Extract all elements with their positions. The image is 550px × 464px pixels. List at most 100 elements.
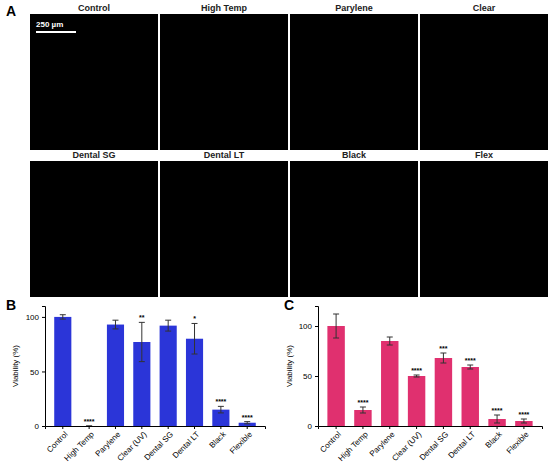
chart-panel: B***************050100ControlHigh TempPa… xyxy=(6,297,266,463)
tick: High Temp xyxy=(63,426,97,463)
bar xyxy=(327,326,344,426)
tick-mark xyxy=(362,426,363,429)
significance: **** xyxy=(242,414,253,421)
tick-mark xyxy=(42,371,45,372)
error-bar xyxy=(414,375,420,377)
error-bar-line xyxy=(115,320,116,329)
tick-mark xyxy=(89,426,90,429)
micrograph xyxy=(160,14,288,150)
tick-mark xyxy=(416,426,417,429)
error-bar-cap xyxy=(218,406,224,407)
tick: 100 xyxy=(26,313,45,322)
significance: **** xyxy=(84,418,95,425)
tick: Flexible xyxy=(228,426,254,456)
error-bar-line xyxy=(470,365,471,369)
tick-mark xyxy=(247,426,248,429)
error-bar-cap xyxy=(86,426,92,427)
micrograph xyxy=(30,14,158,150)
error-bar-cap xyxy=(494,423,500,424)
significance: **** xyxy=(215,398,226,405)
tick: 50 xyxy=(303,372,318,381)
image-label: Flex xyxy=(475,150,493,160)
error-bar xyxy=(521,419,527,423)
bar xyxy=(160,326,177,426)
tick-mark xyxy=(42,426,45,427)
tick-mark xyxy=(62,426,63,429)
scale-bar-label: 250 µm xyxy=(36,20,63,29)
error-bar-line xyxy=(220,406,221,413)
significance: **** xyxy=(411,367,422,374)
tick-label: Black xyxy=(207,429,228,450)
tick-label: Dental LT xyxy=(171,430,202,461)
error-bar xyxy=(440,353,446,363)
error-bar-line xyxy=(362,407,363,413)
tick-label: Black xyxy=(484,429,505,450)
micrograph xyxy=(420,14,548,150)
error-bar-cap xyxy=(112,328,118,329)
x-axis: ControlHigh TempParyleneClear (UV)Dental… xyxy=(45,426,266,463)
tick-mark xyxy=(194,426,195,429)
tick: 0 xyxy=(35,422,45,431)
tick-label: Dental SG xyxy=(143,430,175,462)
tick: Black xyxy=(484,426,505,450)
error-bar-cap xyxy=(360,413,366,414)
bar xyxy=(107,325,124,426)
tick-mark xyxy=(315,326,318,327)
y-axis: 050100 xyxy=(299,307,319,432)
error-bar-cap xyxy=(467,365,473,366)
error-bar-cap xyxy=(494,415,500,416)
tick-mark xyxy=(115,426,116,429)
plot-area xyxy=(54,315,256,426)
scale-bar xyxy=(36,31,76,33)
tick-label: High Temp xyxy=(63,429,97,463)
error-bar-cap xyxy=(387,337,393,338)
bar xyxy=(54,317,71,426)
tick-mark xyxy=(389,426,390,429)
tick: Dental SG xyxy=(143,426,175,462)
significance: **** xyxy=(492,407,503,414)
image-label: Dental LT xyxy=(204,150,245,160)
axis-title: Viability (%) xyxy=(285,345,294,387)
error-bar-cap xyxy=(467,369,473,370)
tick-label: 50 xyxy=(303,372,312,381)
tick-label: 50 xyxy=(30,368,39,377)
tick-mark xyxy=(497,426,498,429)
tick-label: 100 xyxy=(299,322,313,331)
error-bar-line xyxy=(497,415,498,423)
tick: Control xyxy=(318,426,343,454)
panel-letter: C xyxy=(284,297,294,313)
significance: *** xyxy=(439,345,447,352)
error-bar-cap xyxy=(86,426,92,427)
tick-mark xyxy=(523,426,524,429)
image-label: Parylene xyxy=(335,3,373,13)
tick-mark xyxy=(315,376,318,377)
error-bar xyxy=(112,320,118,329)
tick-label: Flexible xyxy=(228,429,254,455)
panel-letter: A xyxy=(6,3,16,19)
axis-line xyxy=(46,427,266,430)
chart-panel: C***********************050100ControlHig… xyxy=(284,297,543,463)
tick-label: Control xyxy=(45,430,70,455)
error-bar-line xyxy=(141,322,142,361)
tick-mark xyxy=(168,426,169,429)
error-bar xyxy=(244,422,250,424)
error-bar xyxy=(333,314,339,338)
error-bar xyxy=(467,365,473,369)
axis-line xyxy=(42,307,46,427)
tick-mark xyxy=(42,317,45,318)
tick: Dental SG xyxy=(418,426,450,462)
y-axis: 0 50 100 xyxy=(26,307,46,432)
panel-letter: B xyxy=(6,297,16,313)
micrograph xyxy=(420,161,548,297)
error-bar-cap xyxy=(165,331,171,332)
plot-area xyxy=(327,314,532,426)
tick-label: 100 xyxy=(26,313,40,322)
error-bar-line xyxy=(443,353,444,363)
error-bar xyxy=(165,320,171,331)
tick-label: Dental LT xyxy=(447,430,478,461)
error-bar xyxy=(387,337,393,345)
error-bar-cap xyxy=(360,407,366,408)
micrograph xyxy=(290,161,418,297)
error-bar-cap xyxy=(521,423,527,424)
micrograph xyxy=(290,14,418,150)
